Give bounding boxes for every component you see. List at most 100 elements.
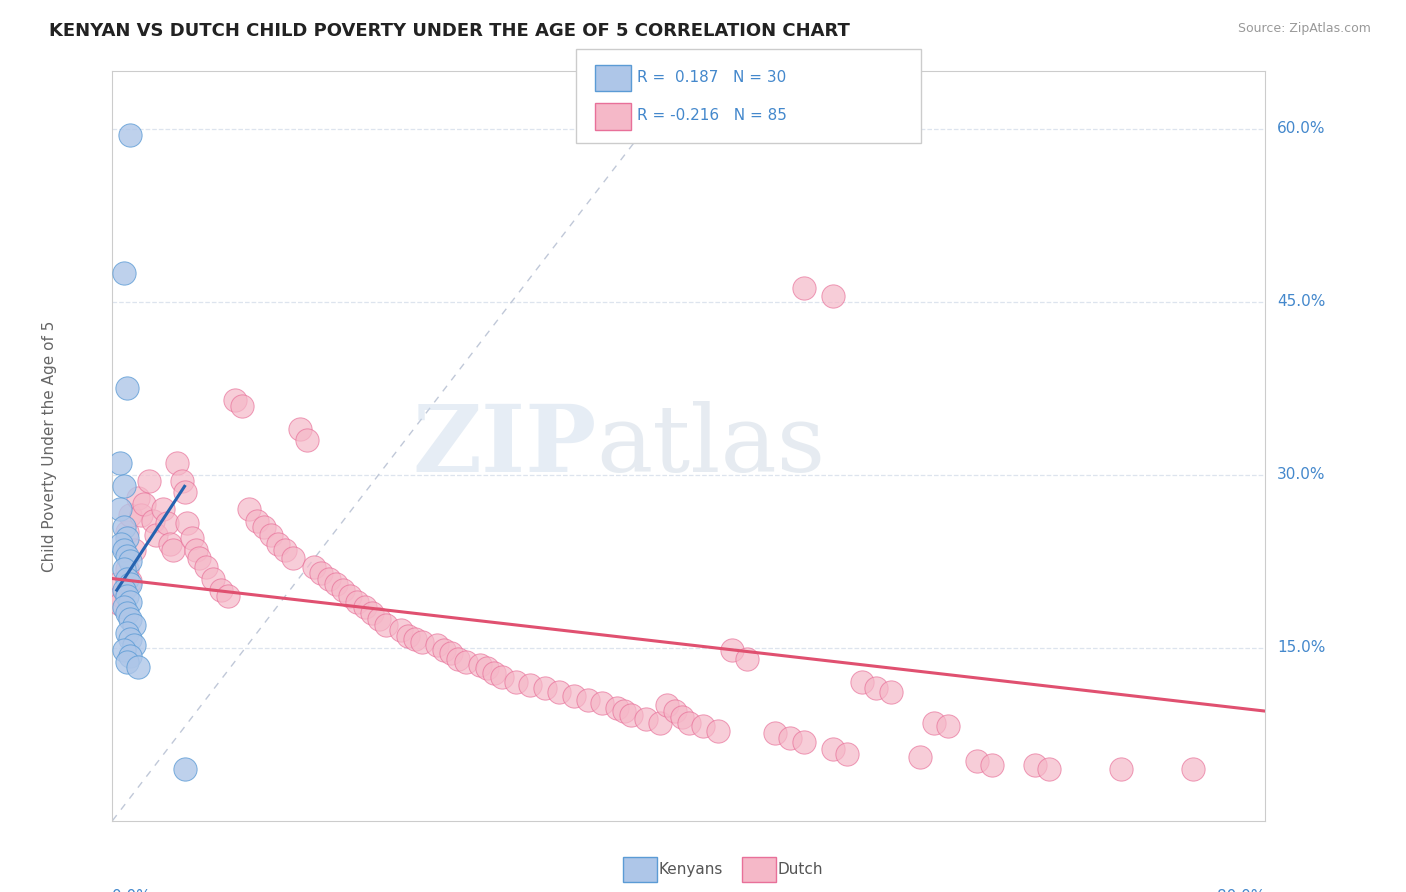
- Point: [173, 762, 195, 776]
- Point: [115, 625, 138, 640]
- Point: [851, 675, 873, 690]
- Point: [246, 514, 269, 528]
- Point: [779, 731, 801, 745]
- Point: [202, 572, 225, 586]
- Point: [671, 710, 693, 724]
- Point: [115, 606, 138, 620]
- Point: [288, 422, 311, 436]
- Point: [360, 606, 382, 620]
- Point: [118, 632, 141, 646]
- Point: [592, 696, 614, 710]
- Point: [735, 652, 758, 666]
- Point: [118, 508, 141, 523]
- Point: [396, 629, 419, 643]
- Point: [908, 750, 931, 764]
- Point: [115, 525, 138, 540]
- Point: [922, 715, 945, 730]
- Point: [368, 612, 391, 626]
- Point: [122, 639, 145, 653]
- Point: [110, 589, 132, 603]
- Text: 30.0%: 30.0%: [1277, 467, 1326, 483]
- Point: [127, 660, 149, 674]
- Point: [721, 643, 744, 657]
- Point: [375, 617, 398, 632]
- Point: [105, 577, 128, 591]
- Point: [880, 684, 903, 698]
- Point: [176, 516, 198, 531]
- Point: [837, 747, 859, 761]
- Text: KENYAN VS DUTCH CHILD POVERTY UNDER THE AGE OF 5 CORRELATION CHART: KENYAN VS DUTCH CHILD POVERTY UNDER THE …: [49, 22, 851, 40]
- Point: [664, 704, 686, 718]
- Point: [112, 542, 135, 557]
- Point: [650, 715, 672, 730]
- Point: [793, 735, 815, 749]
- Point: [821, 289, 844, 303]
- Point: [112, 562, 135, 576]
- Point: [620, 707, 643, 722]
- Point: [112, 583, 135, 598]
- Point: [765, 726, 787, 740]
- Point: [534, 681, 557, 695]
- Point: [127, 491, 149, 505]
- Point: [318, 572, 340, 586]
- Point: [475, 661, 499, 675]
- Text: 0.0%: 0.0%: [112, 889, 152, 892]
- Point: [865, 681, 887, 695]
- Point: [411, 635, 433, 649]
- Point: [224, 392, 246, 407]
- Point: [112, 643, 135, 657]
- Point: [281, 550, 304, 565]
- Point: [122, 617, 145, 632]
- Point: [491, 669, 513, 683]
- Point: [505, 675, 527, 690]
- Point: [253, 519, 276, 533]
- Point: [966, 754, 988, 768]
- Text: 60.0%: 60.0%: [1277, 121, 1326, 136]
- Point: [110, 537, 132, 551]
- Point: [606, 700, 628, 714]
- Text: ZIP: ZIP: [412, 401, 596, 491]
- Point: [173, 485, 195, 500]
- Point: [166, 456, 188, 470]
- Point: [184, 542, 207, 557]
- Point: [115, 589, 138, 603]
- Point: [548, 684, 571, 698]
- Point: [115, 572, 138, 586]
- Point: [118, 128, 141, 142]
- Text: 15.0%: 15.0%: [1277, 640, 1326, 656]
- Point: [1038, 762, 1060, 776]
- Point: [576, 692, 599, 706]
- Point: [634, 712, 657, 726]
- Text: Source: ZipAtlas.com: Source: ZipAtlas.com: [1237, 22, 1371, 36]
- Point: [267, 537, 290, 551]
- Text: R = -0.216   N = 85: R = -0.216 N = 85: [637, 108, 787, 123]
- Text: 80.0%: 80.0%: [1218, 889, 1265, 892]
- Point: [562, 689, 585, 703]
- Point: [156, 516, 179, 531]
- Point: [346, 594, 368, 608]
- Point: [1024, 758, 1046, 772]
- Text: Kenyans: Kenyans: [658, 863, 723, 877]
- Point: [108, 597, 131, 611]
- Point: [353, 600, 375, 615]
- Point: [440, 647, 463, 661]
- Point: [138, 474, 160, 488]
- Point: [118, 594, 141, 608]
- Point: [134, 497, 156, 511]
- Point: [142, 514, 165, 528]
- Point: [339, 589, 361, 603]
- Point: [115, 655, 138, 669]
- Point: [793, 281, 815, 295]
- Point: [707, 723, 730, 738]
- Point: [304, 560, 326, 574]
- Point: [112, 519, 135, 533]
- Point: [118, 612, 141, 626]
- Point: [447, 652, 470, 666]
- Point: [129, 508, 153, 523]
- Point: [108, 502, 131, 516]
- Point: [118, 554, 141, 568]
- Point: [115, 531, 138, 545]
- Text: Dutch: Dutch: [778, 863, 823, 877]
- Point: [162, 542, 184, 557]
- Text: atlas: atlas: [596, 401, 825, 491]
